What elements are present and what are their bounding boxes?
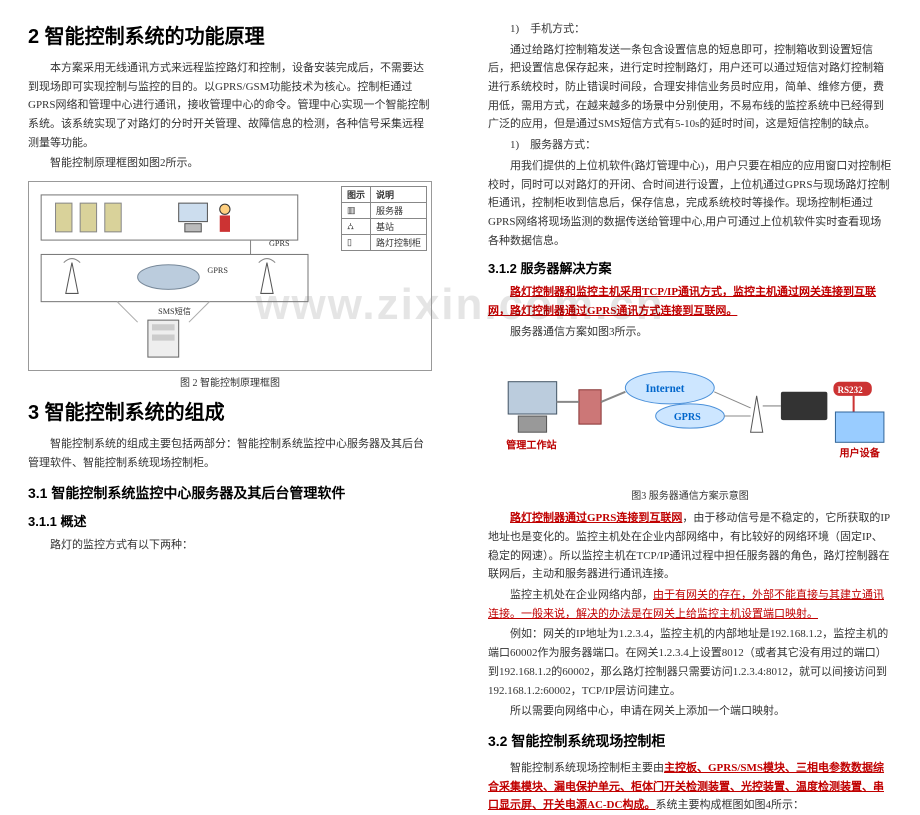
left-column: 2 智能控制系统的功能原理 本方案采用无线通讯方式来远程监控路灯和控制，设备安装… [0, 0, 460, 651]
legend-ic2: ⛼ [341, 219, 370, 235]
cab-a: 智能控制系统现场控制柜主要由 [510, 762, 664, 774]
para-apply: 所以需要向网络中心，申请在网关上添加一个端口映射。 [488, 702, 892, 721]
figure-2-diagram: GPRS GPRS SMS短信 图示说明 ▥服务器 ⛼基站 [28, 181, 432, 371]
para-composition: 智能控制系统的组成主要包括两部分：智能控制系统监控中心服务器及其后台管理软件、智… [28, 435, 432, 472]
heading-2: 2 智能控制系统的功能原理 [28, 20, 432, 49]
list-item-phone: 1) 手机方式： [488, 20, 892, 39]
svg-text:GPRS: GPRS [674, 412, 701, 423]
right-column: 1) 手机方式： 通过给路灯控制箱发送一条包含设置信息的短息即可，控制箱收到设置… [460, 0, 920, 651]
sms-label: SMS短信 [158, 306, 191, 316]
legend-ic3: ▯ [341, 235, 370, 251]
para-intro-1: 本方案采用无线通讯方式来远程监控路灯和控制，设备安装完成后，不需要达到现场即可实… [28, 59, 432, 152]
para-overview: 路灯的监控方式有以下两种： [28, 536, 432, 555]
para-server-solution: 路灯控制器和监控主机采用TCP/IP通讯方式，监控主机通过网关连接到互联网，路灯… [488, 283, 892, 320]
heading-3-1-1: 3.1.1 概述 [28, 511, 432, 530]
legend-ic1: ▥ [341, 203, 370, 219]
hl-gprs: 路灯控制器通过GPRS连接到互联网 [510, 512, 682, 524]
gprs-label-top: GPRS [269, 239, 290, 248]
para-gprs-internet: 路灯控制器通过GPRS连接到互联网，由于移动信号是不稳定的，它所获取的IP地址也… [488, 509, 892, 584]
svg-text:管理工作站: 管理工作站 [506, 439, 556, 452]
para-cabinet: 智能控制系统现场控制柜主要由主控板、GPRS/SMS模块、三相电参数数据综合采集… [488, 759, 892, 815]
list-item-server: 1) 服务器方式： [488, 136, 892, 155]
heading-3-1-2: 3.1.2 服务器解决方案 [488, 258, 892, 277]
svg-text:Internet: Internet [646, 383, 685, 395]
legend-r3: 路灯控制柜 [370, 235, 426, 251]
heading-3-1: 3.1 智能控制系统监控中心服务器及其后台管理软件 [28, 483, 432, 503]
heading-3: 3 智能控制系统的组成 [28, 396, 432, 425]
cab-c: 系统主要构成框图如图4所示： [655, 799, 804, 811]
para-intro-2: 智能控制原理框图如图2所示。 [28, 154, 432, 173]
legend-r1: 服务器 [370, 203, 426, 219]
legend-r2: 基站 [370, 219, 426, 235]
figure-2-caption: 图 2 智能控制原理框图 [28, 375, 432, 392]
legend-h1: 图示 [341, 187, 370, 203]
para-gw-a: 监控主机处在企业网络内部， [510, 589, 653, 601]
legend-h2: 说明 [370, 187, 426, 203]
para-server-desc: 用我们提供的上位机软件(路灯管理中心)，用户只要在相应的应用窗口对控制柜校时，同… [488, 157, 892, 250]
svg-text:RS232: RS232 [837, 385, 863, 395]
para-fig3-ref: 服务器通信方案如图3所示。 [488, 323, 892, 342]
heading-3-2: 3.2 智能控制系统现场控制柜 [488, 731, 892, 751]
hl-tcpip: 路灯控制器和监控主机采用TCP/IP通讯方式，监控主机通过网关连接到互联网，路灯… [488, 286, 876, 317]
figure-3-caption: 图3 服务器通信方案示意图 [488, 488, 892, 505]
figure-3-svg: 管理工作站 Internet GPRS RS232 用户设备 [488, 347, 892, 477]
para-example: 例如：网关的IP地址为1.2.3.4，监控主机的内部地址是192.168.1.2… [488, 625, 892, 700]
para-gateway: 监控主机处在企业网络内部，由于有网关的存在，外部不能直接与其建立通讯连接。一般来… [488, 586, 892, 623]
gprs-label-mid: GPRS [207, 266, 228, 275]
svg-text:用户设备: 用户设备 [838, 447, 880, 460]
para-phone-desc: 通过给路灯控制箱发送一条包含设置信息的短息即可，控制箱收到设置短信后，把设置信息… [488, 41, 892, 134]
figure-2-legend: 图示说明 ▥服务器 ⛼基站 ▯路灯控制柜 [341, 186, 427, 251]
